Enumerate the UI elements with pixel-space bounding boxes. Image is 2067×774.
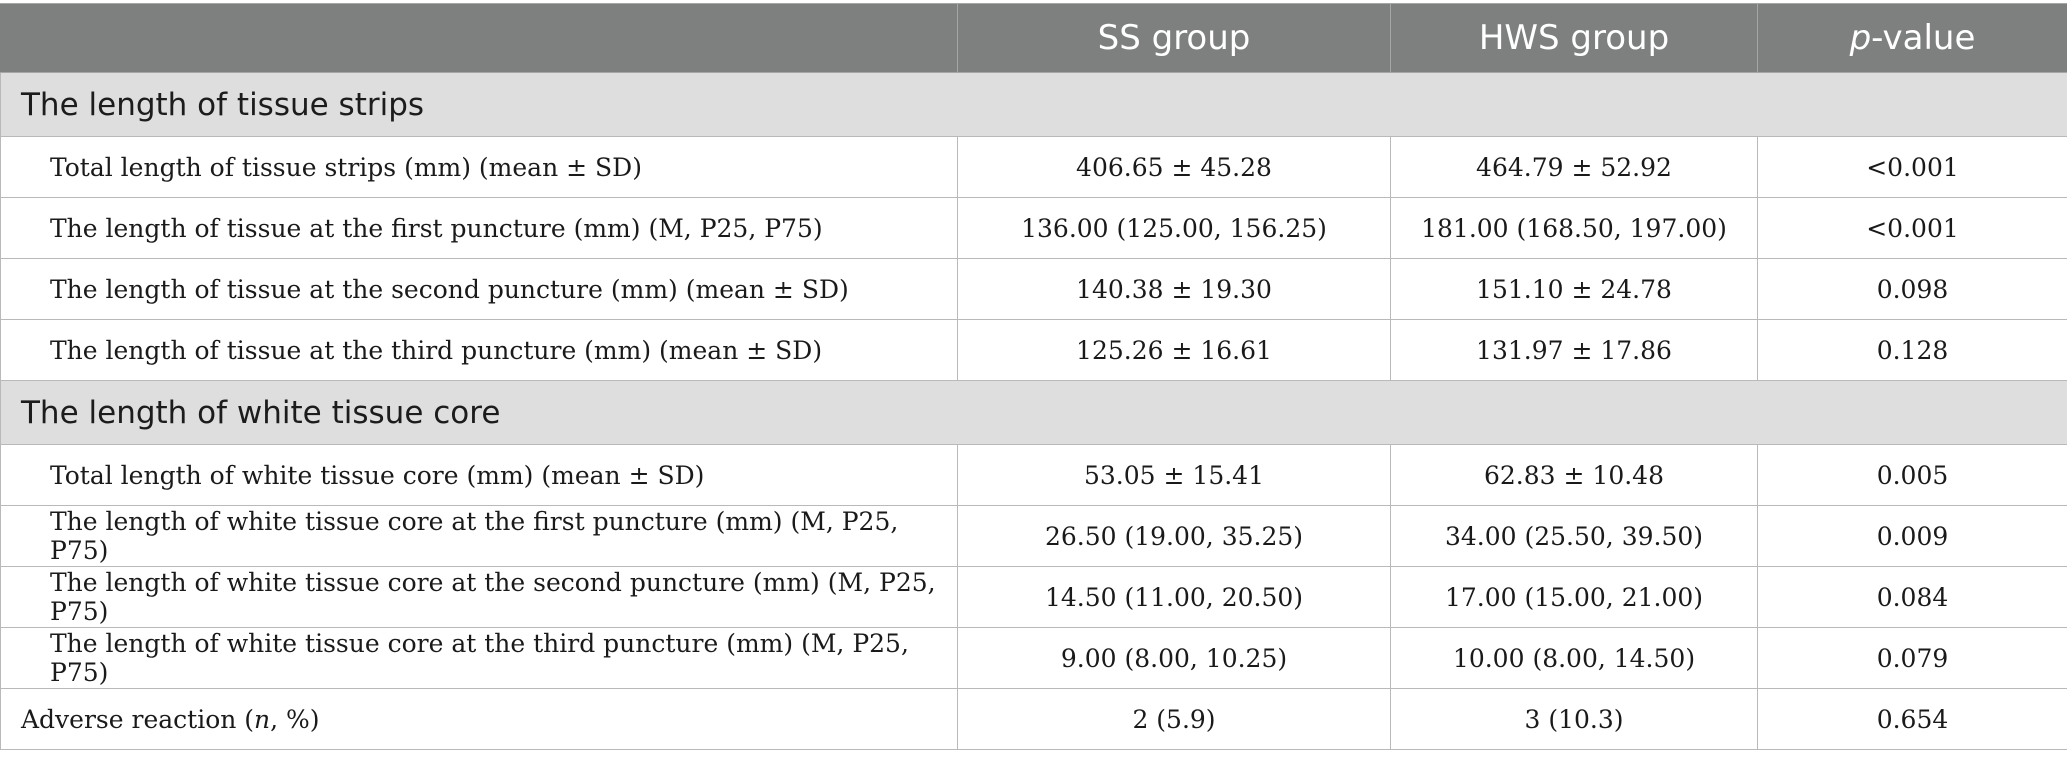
hws-value: 131.97 ± 17.86	[1390, 319, 1758, 381]
hws-value: 10.00 (8.00, 14.50)	[1390, 627, 1758, 689]
row-label: The length of white tissue core at the s…	[0, 566, 958, 628]
table-row: The length of tissue at the third punctu…	[0, 319, 2067, 381]
ss-value: 9.00 (8.00, 10.25)	[957, 627, 1391, 689]
p-value: <0.001	[1757, 197, 2067, 259]
table-row: The length of white tissue core at the s…	[0, 566, 2067, 628]
ss-value: 2 (5.9)	[957, 688, 1391, 750]
table-row: The length of tissue at the first punctu…	[0, 197, 2067, 259]
adverse-label-n: n	[254, 704, 271, 734]
row-label: The length of tissue at the first punctu…	[0, 197, 958, 259]
table-row: Total length of tissue strips (mm) (mean…	[0, 136, 2067, 198]
hws-value: 17.00 (15.00, 21.00)	[1390, 566, 1758, 628]
row-label: The length of tissue at the third punctu…	[0, 319, 958, 381]
adverse-label-prefix: Adverse reaction (	[21, 704, 255, 734]
row-label: Total length of tissue strips (mm) (mean…	[0, 136, 958, 198]
header-blank-cell	[0, 3, 958, 73]
p-value: 0.005	[1757, 444, 2067, 506]
header-row: SS group HWS group p-value	[0, 3, 2067, 73]
table-row: The length of white tissue core at the f…	[0, 505, 2067, 567]
header-p-italic: p	[1849, 18, 1872, 58]
p-value: 0.098	[1757, 258, 2067, 320]
row-label: The length of tissue at the second punct…	[0, 258, 958, 320]
ss-value: 14.50 (11.00, 20.50)	[957, 566, 1391, 628]
results-table-container: SS group HWS group p-value The length of…	[0, 3, 2067, 750]
ss-value: 53.05 ± 15.41	[957, 444, 1391, 506]
table-row-adverse-reaction: Adverse reaction (n, %) 2 (5.9) 3 (10.3)…	[0, 688, 2067, 750]
p-value: 0.009	[1757, 505, 2067, 567]
header-p-value: p-value	[1757, 3, 2067, 73]
section-header-tissue-strips: The length of tissue strips	[0, 72, 2067, 137]
ss-value: 136.00 (125.00, 156.25)	[957, 197, 1391, 259]
ss-value: 26.50 (19.00, 35.25)	[957, 505, 1391, 567]
table-row: The length of white tissue core at the t…	[0, 627, 2067, 689]
p-value: 0.079	[1757, 627, 2067, 689]
hws-value: 34.00 (25.50, 39.50)	[1390, 505, 1758, 567]
hws-value: 151.10 ± 24.78	[1390, 258, 1758, 320]
ss-value: 406.65 ± 45.28	[957, 136, 1391, 198]
section-header-white-tissue-core: The length of white tissue core	[0, 380, 2067, 445]
hws-value: 3 (10.3)	[1390, 688, 1758, 750]
section-title: The length of tissue strips	[0, 72, 2067, 137]
p-value: <0.001	[1757, 136, 2067, 198]
p-value: 0.654	[1757, 688, 2067, 750]
table-row: The length of tissue at the second punct…	[0, 258, 2067, 320]
adverse-label-suffix: , %)	[270, 704, 320, 734]
ss-value: 140.38 ± 19.30	[957, 258, 1391, 320]
section-title: The length of white tissue core	[0, 380, 2067, 445]
hws-value: 62.83 ± 10.48	[1390, 444, 1758, 506]
row-label: The length of white tissue core at the t…	[0, 627, 958, 689]
ss-value: 125.26 ± 16.61	[957, 319, 1391, 381]
row-label: Adverse reaction (n, %)	[0, 688, 958, 750]
hws-value: 181.00 (168.50, 197.00)	[1390, 197, 1758, 259]
header-hws-group: HWS group	[1390, 3, 1758, 73]
p-value: 0.128	[1757, 319, 2067, 381]
results-table: SS group HWS group p-value The length of…	[0, 3, 2067, 750]
p-value: 0.084	[1757, 566, 2067, 628]
row-label: The length of white tissue core at the f…	[0, 505, 958, 567]
table-row: Total length of white tissue core (mm) (…	[0, 444, 2067, 506]
hws-value: 464.79 ± 52.92	[1390, 136, 1758, 198]
header-p-suffix: -value	[1871, 18, 1976, 58]
row-label: Total length of white tissue core (mm) (…	[0, 444, 958, 506]
header-ss-group: SS group	[957, 3, 1391, 73]
